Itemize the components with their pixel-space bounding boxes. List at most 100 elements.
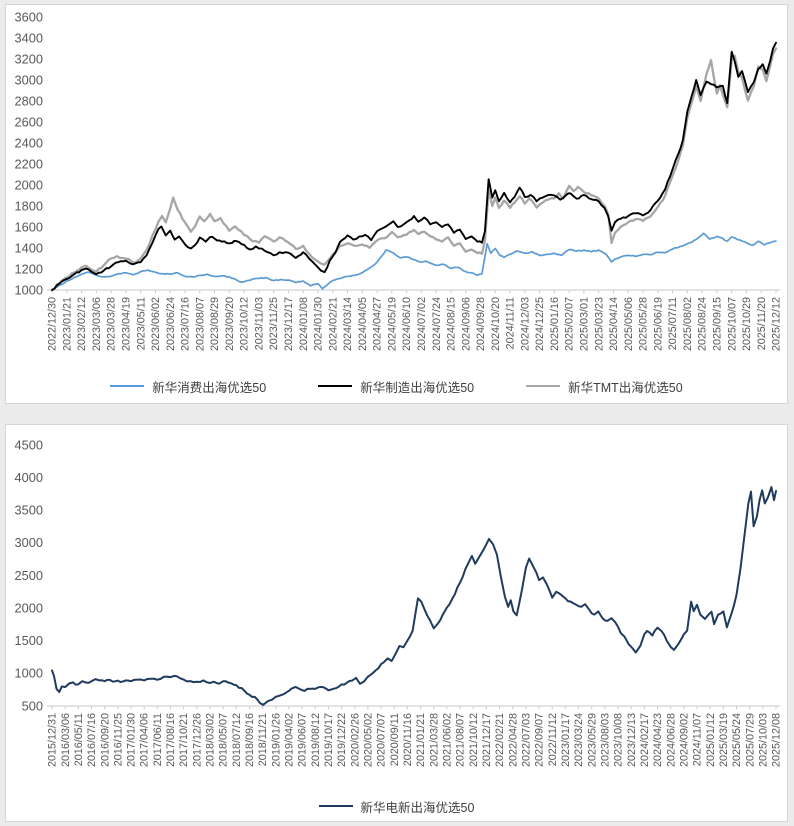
x-axis-tick-label: 2025/11/20 [756,297,768,350]
x-axis-tick-label: 2021/12/17 [481,713,493,767]
x-axis-tick-label: 2023/03/28 [106,297,118,351]
y-axis-tick-label: 2800 [15,93,43,108]
x-axis-tick-label: 2016/09/20 [99,713,111,767]
x-axis-tick-label: 2025/05/28 [638,297,650,351]
legend-line-icon [318,385,353,387]
x-axis-tick-label: 2020/02/26 [349,713,361,767]
x-axis-tick-label: 2023/07/16 [180,297,192,351]
x-axis-tick-label: 2024/12/25 [534,297,546,351]
x-axis-tick-label: 2021/10/12 [468,713,480,767]
legend-item: 新华电新出海优选50 [318,797,475,816]
x-axis-tick-label: 2024/09/28 [475,297,487,351]
x-axis-tick-label: 2025/10/29 [741,297,753,351]
y-axis-tick-label: 2200 [15,156,43,171]
legend-label: 新华消费出海优选50 [152,380,267,395]
x-axis-tick-label: 2025/03/23 [593,297,605,351]
x-axis-tick-label: 2017/10/21 [178,713,190,767]
x-axis-tick-label: 2016/05/11 [73,713,85,766]
chart-legend: 新华消费出海优选50 新华制造出海优选50 新华TMT出海优选50 [6,371,787,401]
x-axis-tick-label: 2019/04/02 [284,713,296,767]
x-axis-tick-label: 2024/05/19 [386,297,398,351]
x-axis-tick-label: 2024/06/10 [401,297,413,351]
x-axis-tick-label: 2022/07/03 [520,713,532,767]
x-axis-tick-label: 2017/12/26 [191,713,203,767]
x-axis-tick-label: 2019/08/12 [310,713,322,767]
series-line-0 [51,486,777,706]
y-axis-tick-label: 1000 [15,282,43,297]
x-axis-tick-label: 2018/07/12 [231,713,243,767]
x-axis-tick-label: 2023/11/25 [268,297,280,350]
x-axis-tick-label: 2025/01/16 [549,297,561,351]
x-axis-tick-label: 2023/03/06 [91,297,103,351]
chart-panel-new-energy-index: 500 1000 1500 2000 2500 3000 3500 4000 4500 2015/… [5,424,788,822]
x-axis-tick-label: 2025/01/12 [705,713,717,767]
x-axis-tick-label: 2025/07/11 [667,297,679,350]
x-axis-tick-label: 2022/04/28 [507,713,519,767]
y-axis-labels: 500 1000 1500 2000 2500 3000 3500 4000 4500 [15,437,43,713]
legend-item: 新华TMT出海优选50 [526,377,683,396]
x-axis-tick-label: 2024/06/28 [665,713,677,767]
x-axis-tick-label: 2019/12/22 [336,713,348,767]
x-axis-tick-label: 2019/01/26 [270,713,282,767]
x-axis-tick-label: 2024/02/21 [327,297,339,351]
x-axis-tick-label: 2023/05/29 [586,713,598,767]
x-axis-tick-label: 2024/07/24 [431,297,443,351]
x-axis-tick-label: 2022/02/21 [494,713,506,767]
x-axis-tick-label: 2025/06/19 [652,297,664,351]
y-axis-tick-label: 3400 [15,30,43,45]
legend-label: 新华TMT出海优选50 [568,380,683,395]
x-axis-tick-label: 2024/01/30 [313,297,325,351]
y-axis-tick-label: 3000 [15,72,43,87]
legend-line-icon [318,805,353,807]
x-axis-tick-label: 2020/11/16 [402,713,414,766]
x-axis-tick-label: 2023/12/13 [626,713,638,767]
x-axis-tick-label: 2018/09/16 [244,713,256,767]
y-axis-tick-label: 3500 [15,503,43,518]
x-axis-tick-label: 2025/12/08 [771,713,783,767]
x-axis-tick-label: 2024/04/23 [652,713,664,767]
x-axis-tick-label: 2025/03/01 [579,297,591,351]
x-axis-tick-label: 2024/01/08 [298,297,310,351]
x-axis-tick-label: 2017/06/11 [152,713,164,766]
x-axis-tick-label: 2024/03/14 [342,297,354,351]
x-axis-tick-label: 2025/05/06 [623,297,635,351]
x-axis-tick-label: 2024/11/07 [692,713,704,766]
x-axis-tick-label: 2023/06/24 [165,297,177,351]
x-axis-tick-label: 2023/06/02 [150,297,162,351]
x-axis-tick-label: 2024/09/06 [460,297,472,351]
x-axis-tick-label: 2017/01/30 [126,713,138,767]
x-axis-tick-label: 2016/03/06 [60,713,72,767]
y-axis-tick-label: 3000 [15,535,43,550]
x-axis-tick-label: 2023/02/12 [76,297,88,351]
x-axis-tick-label: 2024/04/05 [357,297,369,351]
x-axis-tick-label: 2025/10/07 [726,297,738,351]
x-axis-tick-label: 2018/03/02 [205,713,217,767]
x-axis-tick-label: 2025/04/14 [608,297,620,351]
x-axis-tick-label: 2024/11/11 [505,297,517,349]
x-axis-labels: 2015/12/31 2016/03/06 2016/05/11 2016/07/16… [47,706,783,767]
x-axis-tick-label: 2024/12/03 [519,297,531,351]
chart-legend: 新华电新出海优选50 [6,793,787,819]
x-axis-tick-label: 2022/12/30 [47,297,59,351]
x-axis-tick-label: 2023/08/29 [209,297,221,351]
x-axis-tick-label: 2025/12/12 [771,297,783,351]
x-axis-tick-label: 2017/08/16 [165,713,177,767]
legend-label: 新华电新出海优选50 [360,800,475,815]
y-axis-tick-label: 1600 [15,219,43,234]
x-axis-tick-label: 2016/11/25 [112,713,124,766]
x-axis-tick-label: 2023/01/17 [560,713,572,767]
line-chart: 500 1000 1500 2000 2500 3000 3500 4000 4500 2015/… [15,437,783,767]
series-line-1 [51,41,777,291]
x-axis-tick-label: 2022/09/07 [534,713,546,767]
x-axis-tick-label: 2016/07/16 [86,713,98,767]
y-axis-tick-label: 2400 [15,135,43,150]
y-axis-tick-label: 2000 [15,600,43,615]
x-axis-tick-label: 2015/12/31 [47,713,59,767]
legend-item: 新华消费出海优选50 [110,377,266,396]
x-axis-tick-label: 2022/11/12 [547,713,559,766]
y-axis-tick-label: 4000 [15,470,43,485]
x-axis-tick-label: 2023/10/12 [239,297,251,351]
x-axis-tick-label: 2023/03/24 [573,713,585,767]
x-axis-tick-label: 2021/01/21 [415,713,427,767]
x-axis-tick-label: 2021/06/02 [442,713,454,767]
